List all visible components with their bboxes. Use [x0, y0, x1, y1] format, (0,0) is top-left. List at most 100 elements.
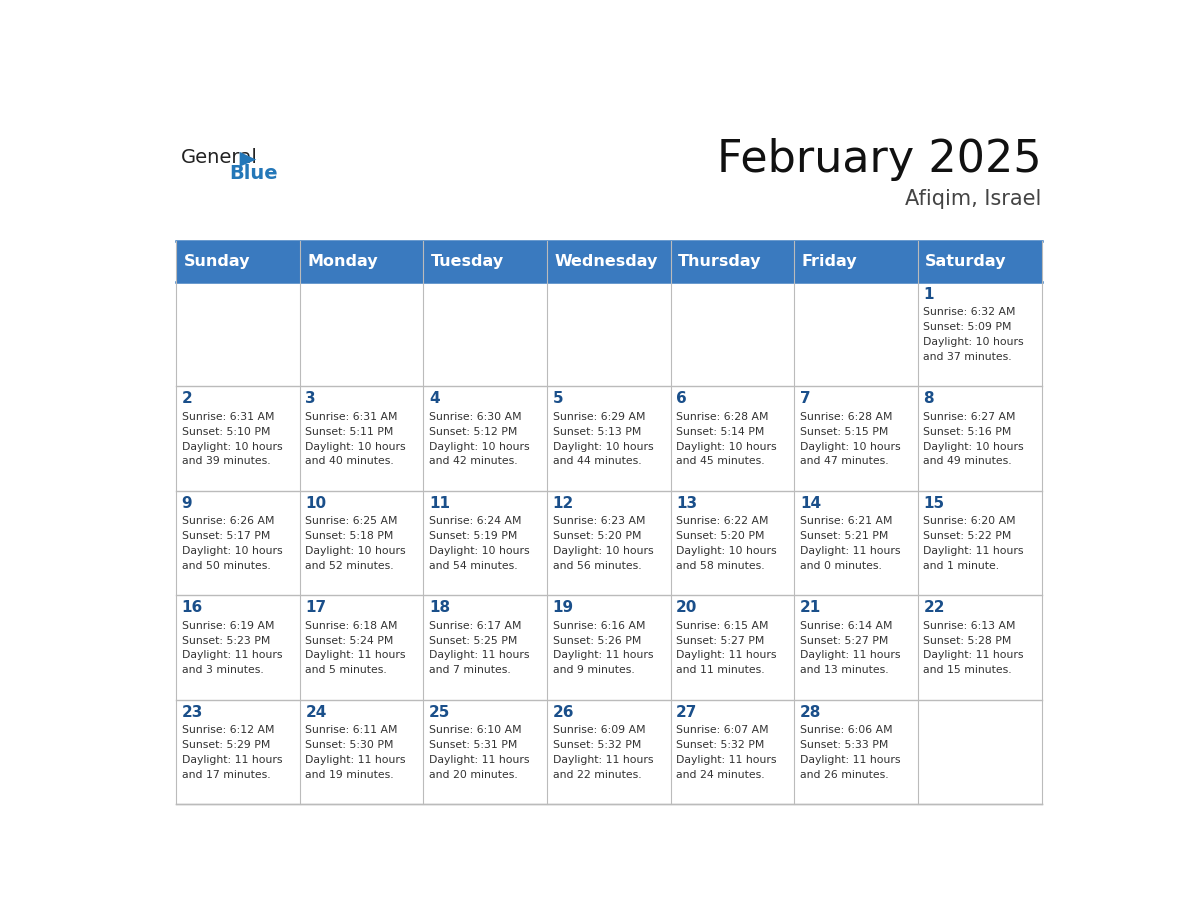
Text: Daylight: 10 hours: Daylight: 10 hours — [429, 442, 530, 452]
Text: Daylight: 11 hours: Daylight: 11 hours — [182, 651, 282, 660]
Text: 18: 18 — [429, 600, 450, 615]
Text: Sunrise: 6:25 AM: Sunrise: 6:25 AM — [305, 516, 398, 526]
Bar — [918, 700, 1042, 804]
Text: 25: 25 — [429, 705, 450, 720]
Bar — [423, 491, 546, 596]
Text: and 54 minutes.: and 54 minutes. — [429, 561, 518, 571]
Bar — [671, 491, 795, 596]
Bar — [299, 596, 423, 700]
Text: Daylight: 10 hours: Daylight: 10 hours — [923, 337, 1024, 347]
Text: Sunrise: 6:28 AM: Sunrise: 6:28 AM — [800, 412, 892, 422]
Text: Wednesday: Wednesday — [555, 254, 658, 269]
Text: 28: 28 — [800, 705, 821, 720]
Text: Daylight: 10 hours: Daylight: 10 hours — [305, 546, 406, 556]
Text: Daylight: 10 hours: Daylight: 10 hours — [182, 546, 283, 556]
Text: Sunset: 5:27 PM: Sunset: 5:27 PM — [800, 635, 889, 645]
Text: Sunset: 5:16 PM: Sunset: 5:16 PM — [923, 427, 1012, 437]
Text: Thursday: Thursday — [678, 254, 762, 269]
Text: Daylight: 11 hours: Daylight: 11 hours — [305, 755, 406, 765]
Text: and 40 minutes.: and 40 minutes. — [305, 456, 394, 466]
Text: Sunset: 5:20 PM: Sunset: 5:20 PM — [552, 532, 642, 542]
Text: Daylight: 10 hours: Daylight: 10 hours — [676, 442, 777, 452]
Bar — [299, 491, 423, 596]
Text: Sunset: 5:19 PM: Sunset: 5:19 PM — [429, 532, 517, 542]
Text: Afiqim, Israel: Afiqim, Israel — [905, 189, 1042, 209]
Text: Daylight: 10 hours: Daylight: 10 hours — [429, 546, 530, 556]
Bar — [423, 386, 546, 491]
Text: and 7 minutes.: and 7 minutes. — [429, 666, 511, 676]
Text: and 11 minutes.: and 11 minutes. — [676, 666, 765, 676]
Text: 1: 1 — [923, 286, 934, 302]
Bar — [671, 700, 795, 804]
Text: and 37 minutes.: and 37 minutes. — [923, 352, 1012, 362]
Text: Sunset: 5:20 PM: Sunset: 5:20 PM — [676, 532, 765, 542]
Bar — [176, 241, 1042, 282]
Text: 21: 21 — [800, 600, 821, 615]
Bar — [795, 700, 918, 804]
Text: and 17 minutes.: and 17 minutes. — [182, 770, 271, 779]
Bar — [176, 596, 299, 700]
Text: Sunrise: 6:06 AM: Sunrise: 6:06 AM — [800, 725, 892, 735]
Bar — [423, 700, 546, 804]
Text: and 3 minutes.: and 3 minutes. — [182, 666, 264, 676]
Text: 24: 24 — [305, 705, 327, 720]
Text: and 52 minutes.: and 52 minutes. — [305, 561, 394, 571]
Text: Daylight: 11 hours: Daylight: 11 hours — [800, 651, 901, 660]
Text: and 47 minutes.: and 47 minutes. — [800, 456, 889, 466]
Bar — [918, 282, 1042, 386]
Bar — [176, 491, 299, 596]
Text: Sunset: 5:26 PM: Sunset: 5:26 PM — [552, 635, 642, 645]
Text: 6: 6 — [676, 391, 687, 407]
Bar — [546, 596, 671, 700]
Text: Sunrise: 6:07 AM: Sunrise: 6:07 AM — [676, 725, 769, 735]
Text: 7: 7 — [800, 391, 810, 407]
Text: Sunrise: 6:22 AM: Sunrise: 6:22 AM — [676, 516, 769, 526]
Bar — [546, 700, 671, 804]
Text: Sunset: 5:15 PM: Sunset: 5:15 PM — [800, 427, 889, 437]
Text: and 15 minutes.: and 15 minutes. — [923, 666, 1012, 676]
Text: Sunset: 5:32 PM: Sunset: 5:32 PM — [552, 740, 642, 750]
Text: Daylight: 11 hours: Daylight: 11 hours — [676, 755, 777, 765]
Text: Sunset: 5:21 PM: Sunset: 5:21 PM — [800, 532, 889, 542]
Text: and 22 minutes.: and 22 minutes. — [552, 770, 642, 779]
Text: and 58 minutes.: and 58 minutes. — [676, 561, 765, 571]
Text: Daylight: 11 hours: Daylight: 11 hours — [429, 755, 530, 765]
Text: 3: 3 — [305, 391, 316, 407]
Text: Monday: Monday — [308, 254, 378, 269]
Text: 14: 14 — [800, 496, 821, 510]
Text: Sunrise: 6:29 AM: Sunrise: 6:29 AM — [552, 412, 645, 422]
Text: Daylight: 11 hours: Daylight: 11 hours — [182, 755, 282, 765]
Text: February 2025: February 2025 — [716, 139, 1042, 182]
Text: Sunrise: 6:16 AM: Sunrise: 6:16 AM — [552, 621, 645, 631]
Text: and 5 minutes.: and 5 minutes. — [305, 666, 387, 676]
Text: and 45 minutes.: and 45 minutes. — [676, 456, 765, 466]
Text: Sunset: 5:29 PM: Sunset: 5:29 PM — [182, 740, 270, 750]
Text: Sunrise: 6:14 AM: Sunrise: 6:14 AM — [800, 621, 892, 631]
Bar — [299, 282, 423, 386]
Bar — [299, 700, 423, 804]
Bar — [546, 491, 671, 596]
Text: Sunset: 5:18 PM: Sunset: 5:18 PM — [305, 532, 393, 542]
Text: Daylight: 10 hours: Daylight: 10 hours — [552, 442, 653, 452]
Bar — [423, 282, 546, 386]
Text: Daylight: 10 hours: Daylight: 10 hours — [305, 442, 406, 452]
Text: 22: 22 — [923, 600, 944, 615]
Text: and 19 minutes.: and 19 minutes. — [305, 770, 394, 779]
Text: and 26 minutes.: and 26 minutes. — [800, 770, 889, 779]
Text: Sunrise: 6:21 AM: Sunrise: 6:21 AM — [800, 516, 892, 526]
Text: Sunset: 5:10 PM: Sunset: 5:10 PM — [182, 427, 270, 437]
Text: Sunset: 5:28 PM: Sunset: 5:28 PM — [923, 635, 1012, 645]
Bar — [671, 596, 795, 700]
Text: Sunrise: 6:17 AM: Sunrise: 6:17 AM — [429, 621, 522, 631]
Text: 13: 13 — [676, 496, 697, 510]
Text: 5: 5 — [552, 391, 563, 407]
Text: Sunrise: 6:19 AM: Sunrise: 6:19 AM — [182, 621, 274, 631]
Text: Sunset: 5:22 PM: Sunset: 5:22 PM — [923, 532, 1012, 542]
Bar — [918, 386, 1042, 491]
Text: Sunset: 5:13 PM: Sunset: 5:13 PM — [552, 427, 642, 437]
Bar — [546, 282, 671, 386]
Text: Daylight: 10 hours: Daylight: 10 hours — [800, 442, 901, 452]
Text: Daylight: 11 hours: Daylight: 11 hours — [552, 755, 653, 765]
Text: Sunrise: 6:13 AM: Sunrise: 6:13 AM — [923, 621, 1016, 631]
Text: 4: 4 — [429, 391, 440, 407]
